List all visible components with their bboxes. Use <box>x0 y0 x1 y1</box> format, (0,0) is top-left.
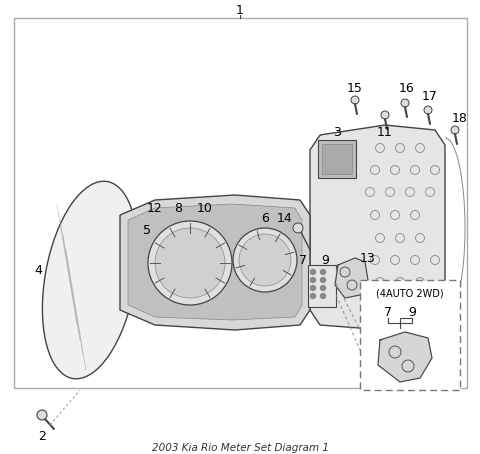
Text: 9: 9 <box>321 253 329 266</box>
Text: 18: 18 <box>452 112 468 124</box>
Text: 9: 9 <box>408 306 416 319</box>
Text: 5: 5 <box>143 223 151 237</box>
Circle shape <box>293 223 303 233</box>
Circle shape <box>311 293 315 298</box>
Text: 10: 10 <box>197 202 213 214</box>
Text: 14: 14 <box>277 212 293 224</box>
Text: 13: 13 <box>360 252 376 265</box>
PathPatch shape <box>128 204 302 320</box>
Text: 2003 Kia Rio Meter Set Diagram 1: 2003 Kia Rio Meter Set Diagram 1 <box>152 443 328 453</box>
Circle shape <box>381 111 389 119</box>
Text: 7: 7 <box>299 253 307 266</box>
Text: (4AUTO 2WD): (4AUTO 2WD) <box>376 289 444 299</box>
Circle shape <box>321 286 325 291</box>
Polygon shape <box>378 332 432 382</box>
Text: 3: 3 <box>333 127 341 139</box>
Circle shape <box>311 270 315 275</box>
Circle shape <box>37 410 47 420</box>
Bar <box>322 144 352 174</box>
Text: 15: 15 <box>347 82 363 94</box>
Bar <box>14 18 467 388</box>
Bar <box>360 280 460 390</box>
Circle shape <box>148 221 232 305</box>
Circle shape <box>321 277 325 282</box>
Bar <box>318 140 356 178</box>
Circle shape <box>321 293 325 298</box>
PathPatch shape <box>120 195 310 330</box>
Circle shape <box>311 286 315 291</box>
Circle shape <box>401 99 409 107</box>
Text: 16: 16 <box>399 82 415 94</box>
Circle shape <box>155 228 225 298</box>
Circle shape <box>451 126 459 134</box>
PathPatch shape <box>310 125 445 330</box>
Text: 4: 4 <box>34 263 42 276</box>
Text: 1: 1 <box>236 4 244 16</box>
Circle shape <box>233 228 297 292</box>
Circle shape <box>424 106 432 114</box>
Text: 8: 8 <box>174 202 182 214</box>
Ellipse shape <box>42 181 138 379</box>
Text: 2: 2 <box>38 429 46 443</box>
Text: 6: 6 <box>261 212 269 224</box>
Circle shape <box>321 270 325 275</box>
Text: 12: 12 <box>147 202 163 214</box>
Polygon shape <box>335 258 368 298</box>
Circle shape <box>351 96 359 104</box>
Text: 11: 11 <box>377 125 393 138</box>
Text: 7: 7 <box>384 306 392 319</box>
Circle shape <box>311 277 315 282</box>
Bar <box>308 265 336 307</box>
Text: 17: 17 <box>422 89 438 103</box>
Circle shape <box>239 234 291 286</box>
